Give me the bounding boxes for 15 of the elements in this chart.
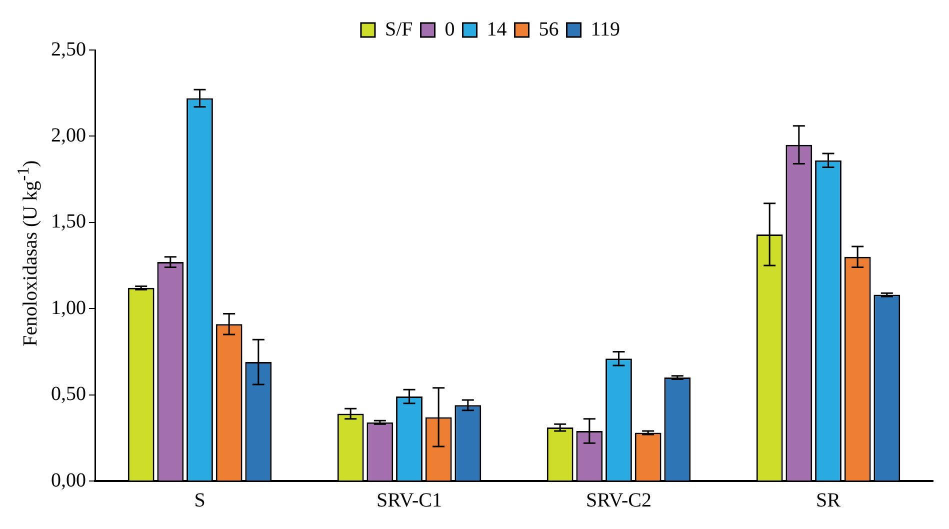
y-tick-label: 0,50 xyxy=(51,383,86,406)
y-tick-label: 2,50 xyxy=(51,38,86,60)
x-tick-label: SR xyxy=(816,489,842,512)
x-tick-label: SRV-C2 xyxy=(586,489,652,512)
y-tick-label: 2,00 xyxy=(51,124,86,146)
legend-label: 0 xyxy=(444,18,455,40)
y-tick-label: 1,50 xyxy=(51,210,86,233)
legend-label: 119 xyxy=(590,18,620,40)
legend-label: S/F xyxy=(384,18,413,40)
x-tick-label: S xyxy=(194,489,206,512)
y-tick-label: 0,00 xyxy=(51,469,86,492)
y-tick-label: 1,00 xyxy=(51,296,86,319)
x-tick-label: SRV-C1 xyxy=(376,489,442,512)
legend-label: 14 xyxy=(486,18,507,40)
legend-label: 56 xyxy=(538,18,559,40)
